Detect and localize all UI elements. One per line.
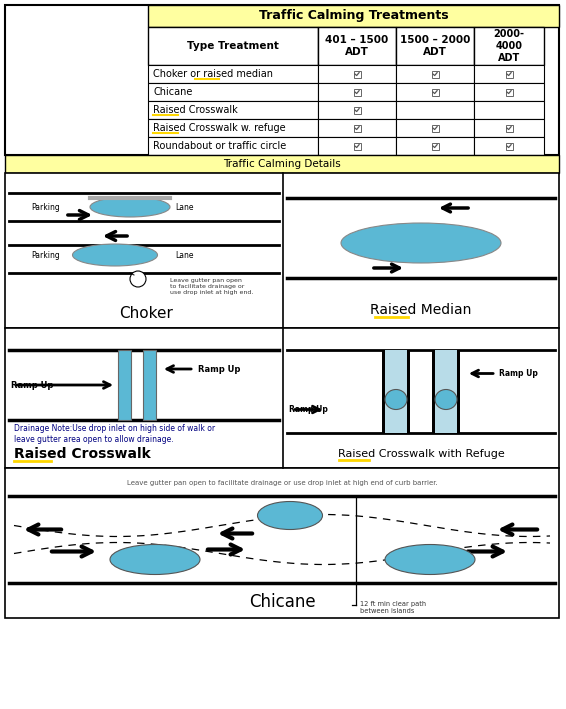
Text: Chicane: Chicane xyxy=(248,593,315,611)
Text: 2000-
4000
ADT: 2000- 4000 ADT xyxy=(494,29,525,62)
Bar xyxy=(118,350,131,420)
Text: Leave gutter pan open to facilitate drainage or use drop inlet at high end of cu: Leave gutter pan open to facilitate drai… xyxy=(127,480,438,486)
Text: Roundabout or traffic circle: Roundabout or traffic circle xyxy=(153,141,286,151)
Bar xyxy=(318,27,396,65)
Bar xyxy=(148,101,318,119)
Bar xyxy=(318,83,396,101)
Bar xyxy=(5,328,559,468)
Bar xyxy=(396,83,474,101)
Bar xyxy=(407,350,410,433)
Text: Leave gutter pan open
to facilitate drainage or
use drop inlet at high end.: Leave gutter pan open to facilitate drai… xyxy=(170,278,254,295)
Bar xyxy=(432,350,435,433)
Text: Type Treatment: Type Treatment xyxy=(187,41,279,51)
Text: Raised Crosswalk with Refuge: Raised Crosswalk with Refuge xyxy=(338,449,504,459)
Bar xyxy=(143,350,156,420)
Text: Drainage Note:Use drop inlet on high side of walk or
leave gutter area open to a: Drainage Note:Use drop inlet on high sid… xyxy=(14,424,215,444)
Text: Raised Crosswalk w. refuge: Raised Crosswalk w. refuge xyxy=(153,123,286,133)
Text: Ramp Up: Ramp Up xyxy=(289,405,328,414)
Bar xyxy=(396,27,474,65)
Bar xyxy=(5,173,559,328)
Bar xyxy=(354,106,361,113)
Bar xyxy=(431,125,439,131)
Bar xyxy=(457,350,460,433)
Bar xyxy=(354,143,361,150)
Bar xyxy=(505,125,512,131)
Bar xyxy=(148,83,318,101)
Text: Traffic Calming Treatments: Traffic Calming Treatments xyxy=(259,9,448,23)
Bar xyxy=(474,101,544,119)
Text: 401 – 1500
ADT: 401 – 1500 ADT xyxy=(325,35,389,57)
Bar xyxy=(474,27,544,65)
Text: Raised Crosswalk: Raised Crosswalk xyxy=(153,105,238,115)
Bar xyxy=(5,155,559,173)
Bar xyxy=(318,119,396,137)
Bar xyxy=(474,65,544,83)
Text: Ramp Up: Ramp Up xyxy=(499,369,538,378)
Bar xyxy=(396,137,474,155)
Bar xyxy=(354,70,361,77)
Bar xyxy=(396,119,474,137)
Bar xyxy=(382,350,385,433)
Bar xyxy=(431,89,439,96)
Ellipse shape xyxy=(385,545,475,574)
Bar xyxy=(505,89,512,96)
Bar xyxy=(148,119,318,137)
Ellipse shape xyxy=(72,244,157,266)
Bar xyxy=(148,65,318,83)
Bar xyxy=(354,125,361,131)
Bar xyxy=(431,143,439,150)
Bar xyxy=(382,350,410,433)
Bar xyxy=(431,70,439,77)
Ellipse shape xyxy=(341,223,501,263)
Text: Choker: Choker xyxy=(119,306,173,321)
Bar xyxy=(148,137,318,155)
Bar xyxy=(474,119,544,137)
Ellipse shape xyxy=(110,545,200,574)
Text: Lane: Lane xyxy=(175,203,194,211)
Text: Traffic Calming Details: Traffic Calming Details xyxy=(223,159,341,169)
Bar xyxy=(505,143,512,150)
Ellipse shape xyxy=(258,501,323,530)
Ellipse shape xyxy=(385,389,407,410)
Bar xyxy=(432,350,460,433)
Text: Ramp Up: Ramp Up xyxy=(198,364,241,374)
Bar xyxy=(5,5,559,155)
Bar xyxy=(148,27,318,65)
Text: Raised Median: Raised Median xyxy=(370,303,471,317)
Ellipse shape xyxy=(90,197,170,217)
Bar xyxy=(318,101,396,119)
Circle shape xyxy=(130,271,146,287)
Text: Ramp Up: Ramp Up xyxy=(11,381,53,389)
Text: 12 ft min clear path
between islands: 12 ft min clear path between islands xyxy=(360,601,426,614)
Bar xyxy=(396,101,474,119)
Bar xyxy=(318,65,396,83)
Ellipse shape xyxy=(435,389,457,410)
Bar xyxy=(474,137,544,155)
Bar xyxy=(474,83,544,101)
Bar xyxy=(318,137,396,155)
Bar xyxy=(148,5,559,27)
Text: Choker or raised median: Choker or raised median xyxy=(153,69,273,79)
Text: Parking: Parking xyxy=(31,203,60,211)
Text: Raised Crosswalk: Raised Crosswalk xyxy=(14,447,151,461)
Bar xyxy=(5,468,559,618)
Text: Lane: Lane xyxy=(175,250,194,259)
Bar xyxy=(505,70,512,77)
Bar xyxy=(396,65,474,83)
Text: Parking: Parking xyxy=(31,250,60,259)
Bar xyxy=(354,89,361,96)
Text: Chicane: Chicane xyxy=(153,87,192,97)
Text: 1500 – 2000
ADT: 1500 – 2000 ADT xyxy=(400,35,470,57)
